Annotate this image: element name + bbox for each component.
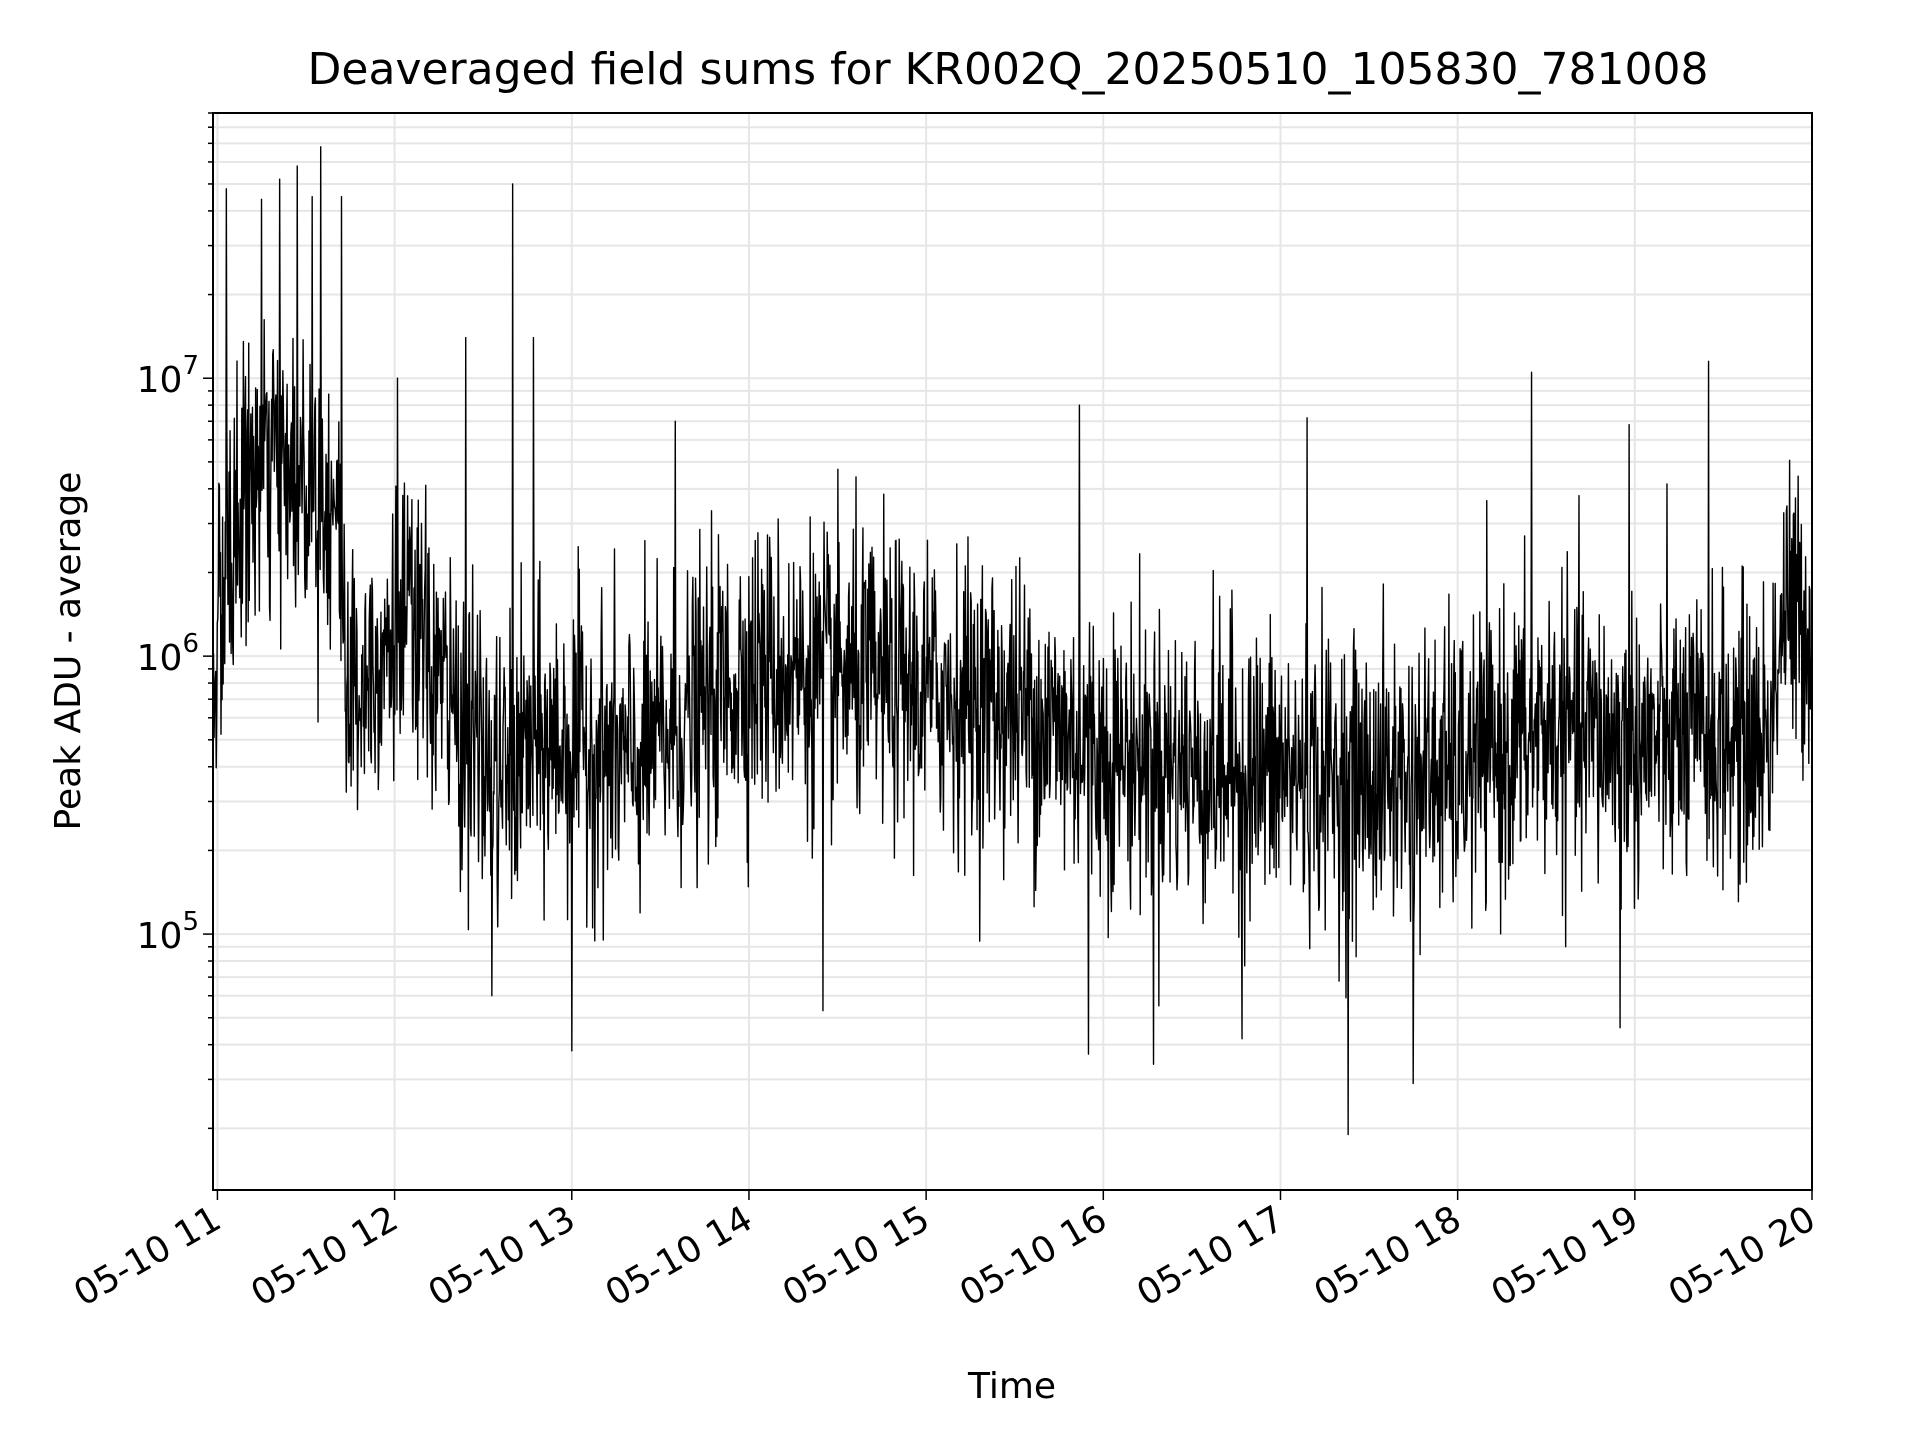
series-line [212,146,1813,1136]
plot-frame [212,112,1813,1191]
data-layer [212,146,1813,1136]
y-tick-label: 107 [137,351,199,401]
y-tick-label: 105 [137,907,199,957]
y-tick-label: 106 [137,629,199,679]
y-axis: 105 106 107 [137,112,213,1130]
x-axis-label: Time [967,1366,1056,1407]
y-axis-label: Peak ADU - average [48,472,89,831]
chart-title: Deaveraged field sums for KR002Q_2025051… [308,44,1709,95]
